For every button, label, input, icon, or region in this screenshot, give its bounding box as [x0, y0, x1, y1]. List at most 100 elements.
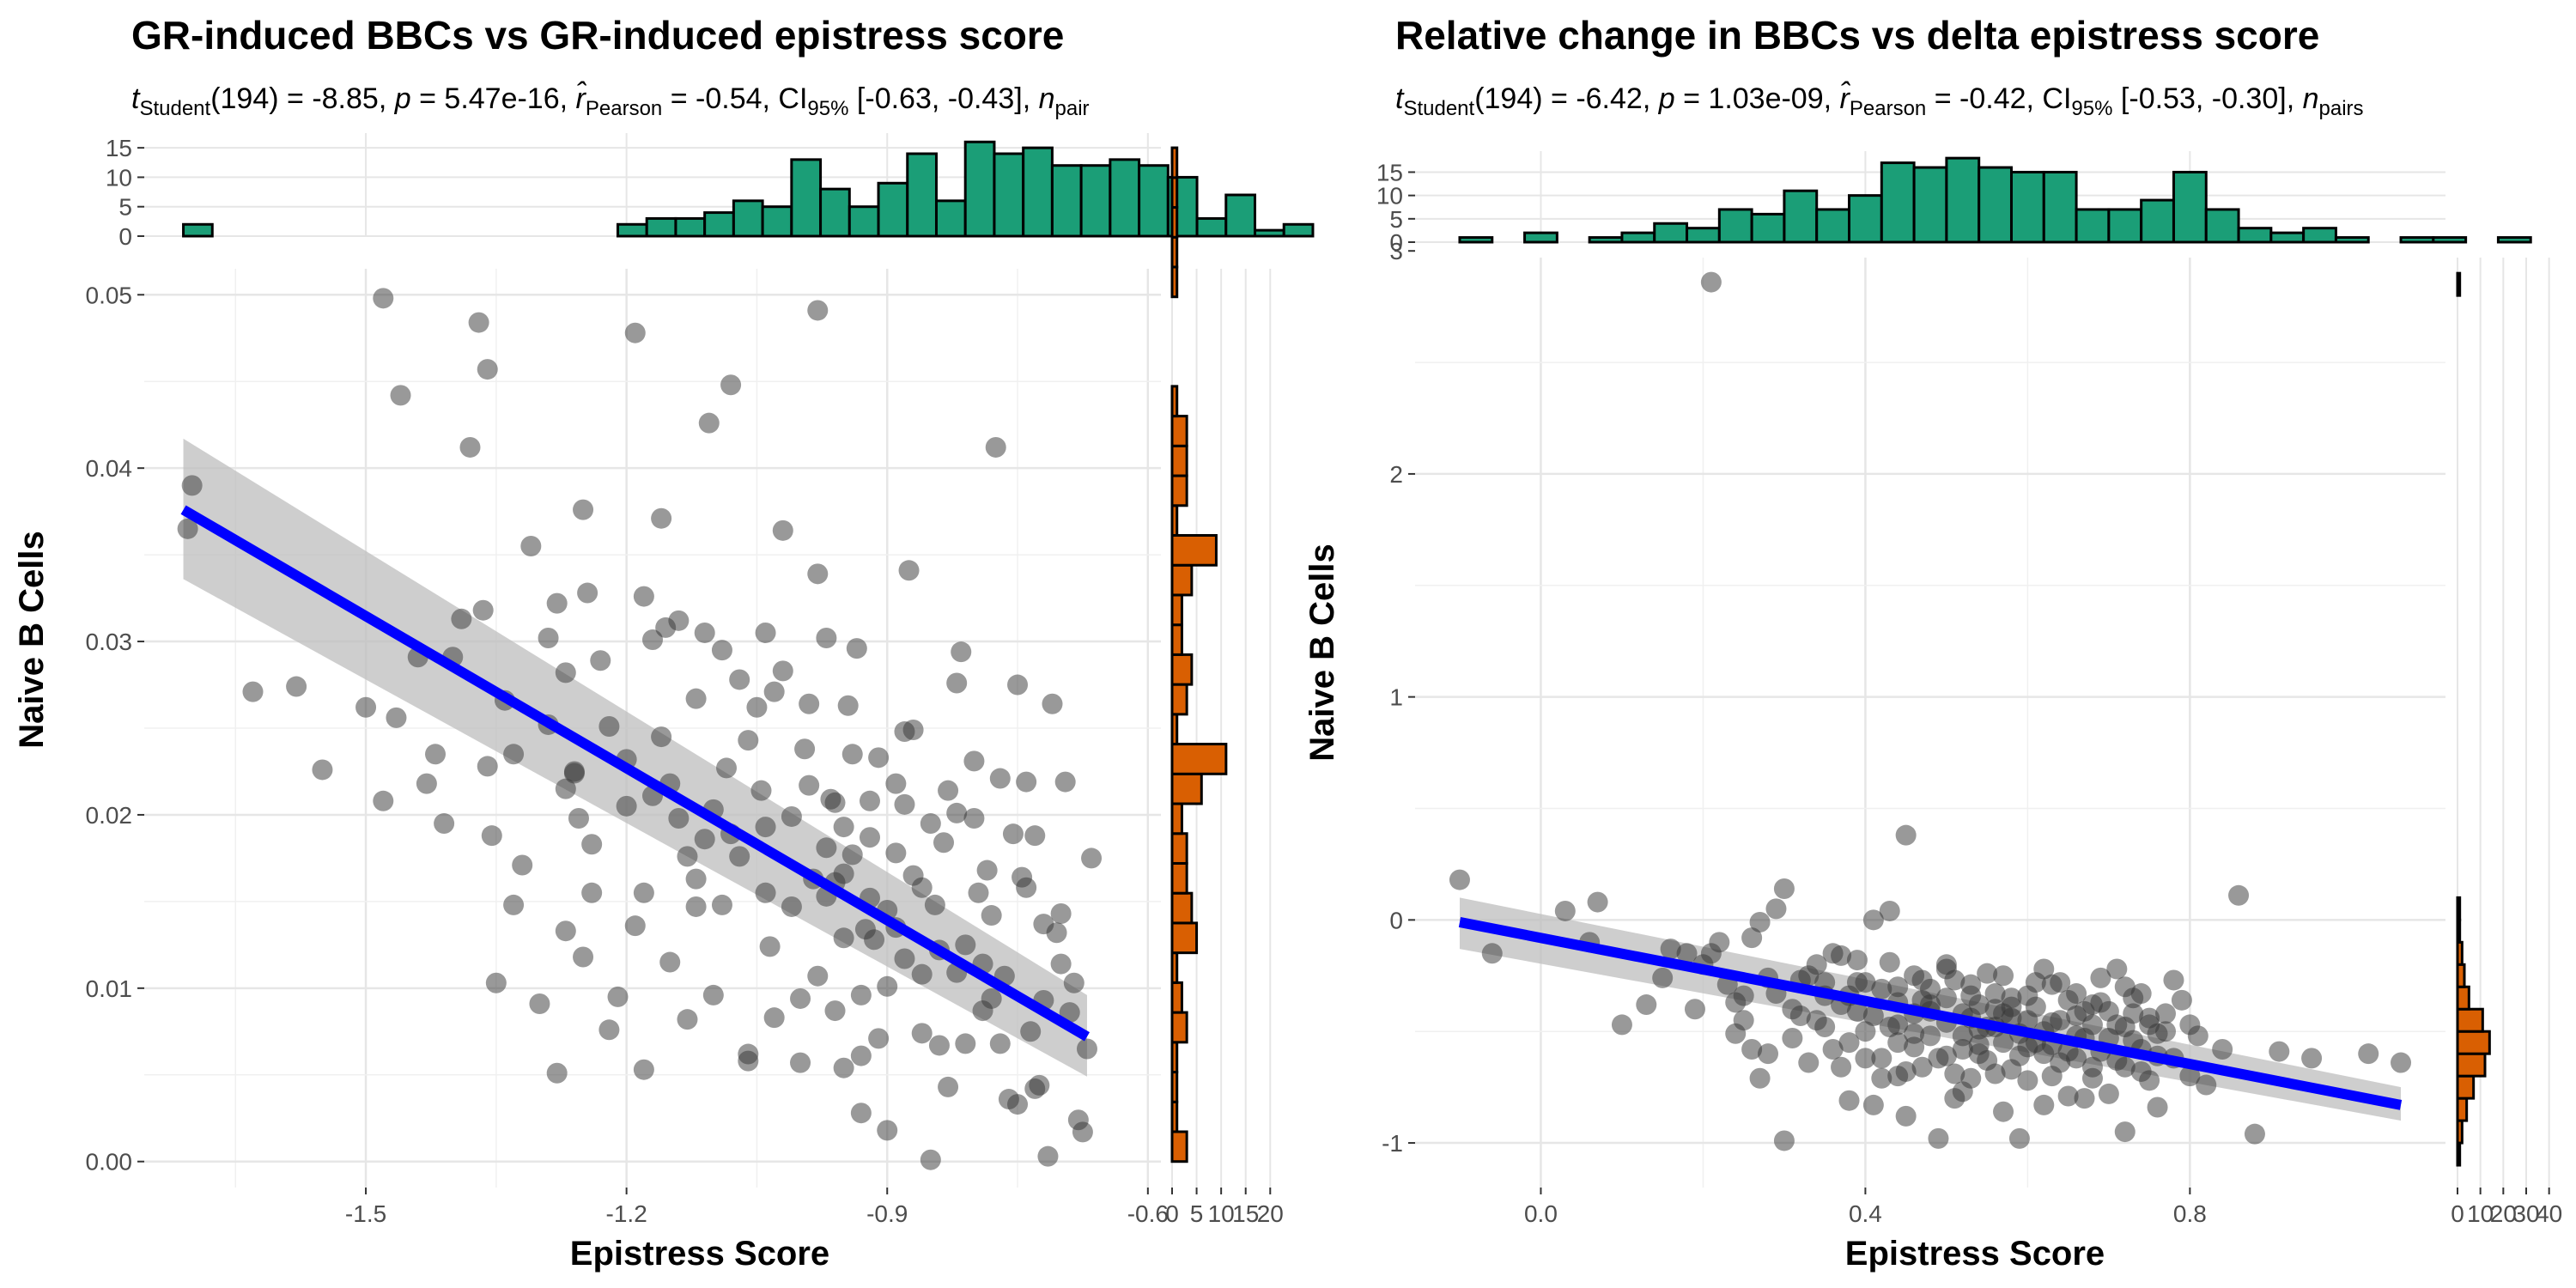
right-sep1: ,	[1643, 82, 1659, 115]
top-hist-bar	[1224, 193, 1257, 238]
data-point	[1016, 771, 1037, 793]
data-point	[2155, 1003, 2177, 1024]
data-point	[2008, 1045, 2030, 1066]
data-point	[2196, 1074, 2217, 1096]
data-point	[981, 987, 1002, 1009]
data-point	[2001, 987, 2022, 1009]
data-point	[911, 877, 933, 898]
data-point	[898, 560, 920, 581]
top-hist-bar	[1254, 228, 1285, 238]
data-point	[1895, 824, 1917, 846]
data-point	[1977, 963, 1998, 984]
data-point	[503, 894, 525, 915]
data-point	[738, 730, 759, 751]
right-y-axis-title: Naive B Cells	[1303, 544, 1341, 761]
top-hist-bar	[1912, 166, 1948, 244]
data-point	[2057, 989, 2079, 1011]
data-point	[911, 963, 933, 985]
data-point	[373, 288, 394, 309]
data-point	[759, 936, 781, 957]
data-point	[1862, 909, 1884, 931]
data-point	[951, 641, 972, 663]
data-point	[481, 825, 502, 847]
data-point	[312, 759, 333, 781]
data-point	[1806, 954, 1827, 975]
left-ci: [-0.63, -0.43]	[857, 82, 1023, 115]
top-hist-bar	[2432, 236, 2468, 244]
top-hist-bar	[1848, 194, 1883, 244]
right-r-value: -0.42	[1959, 82, 2026, 115]
data-point	[1952, 1081, 1973, 1103]
y-tick-label: 0.00	[86, 1149, 133, 1176]
data-point	[373, 790, 394, 811]
top-hist-bar	[2269, 231, 2306, 244]
right-hist-bar	[1170, 623, 1183, 656]
data-point	[750, 780, 772, 801]
data-point	[1984, 999, 2006, 1020]
data-point	[1814, 1017, 1836, 1038]
data-point	[472, 599, 494, 621]
data-point	[2114, 1121, 2136, 1143]
right-hist-tick-label: 0	[2451, 1200, 2464, 1227]
right-ci-label: 95%	[2071, 97, 2112, 120]
data-point	[1725, 992, 1747, 1013]
data-point	[841, 844, 863, 866]
data-point	[885, 773, 907, 794]
data-point	[1846, 1000, 1868, 1022]
data-point	[799, 775, 820, 796]
right-hist-bar	[1170, 832, 1188, 865]
data-point	[677, 846, 698, 867]
data-point	[746, 696, 768, 718]
top-hist-bar	[2399, 236, 2435, 244]
top-hist-bar	[2107, 208, 2143, 244]
data-point	[2098, 1083, 2119, 1104]
data-point	[1871, 1067, 1893, 1089]
data-point	[2147, 1097, 2168, 1118]
left-sep4	[848, 82, 856, 115]
top-hist-bar	[877, 181, 909, 238]
right-hist-tick-label: 20	[2490, 1200, 2517, 1227]
data-point	[877, 975, 898, 997]
data-point	[911, 1023, 933, 1044]
right-hist-bar	[2456, 1074, 2476, 1100]
data-point	[2187, 1025, 2208, 1047]
data-point	[1024, 1078, 1046, 1099]
data-point	[1758, 1043, 1779, 1065]
data-point	[2114, 976, 2136, 998]
left-p-symbol: p	[394, 82, 411, 115]
data-point	[794, 738, 816, 760]
top-hist-bar	[1523, 231, 1558, 244]
data-point	[651, 507, 672, 529]
right-hist-bar	[1170, 743, 1228, 775]
data-point	[1007, 674, 1029, 696]
y-tick-label: 0	[1389, 907, 1403, 933]
right-sep5: ,	[2287, 82, 2303, 115]
right-n-label: pairs	[2319, 97, 2364, 120]
data-point	[833, 927, 854, 949]
data-point	[763, 1007, 785, 1029]
right-hist-bar	[2456, 1097, 2469, 1122]
top-hist-bar	[674, 216, 707, 238]
right-hist-bar	[2456, 985, 2470, 1011]
y-tick-label: 0.02	[86, 802, 133, 829]
top-hist-bar	[1880, 161, 1916, 244]
right-hist-tick-label: 5	[1190, 1200, 1204, 1227]
right-eq3: =	[1926, 82, 1959, 115]
data-point	[1007, 1094, 1029, 1115]
data-point	[981, 905, 1002, 927]
data-point	[1984, 1063, 2006, 1084]
right-t-label: Student	[1403, 97, 1474, 120]
data-point	[1798, 1052, 1820, 1073]
data-point	[685, 896, 707, 917]
left-t-symbol: t	[131, 82, 141, 115]
top-hist-bar	[993, 152, 1025, 238]
data-point	[555, 920, 576, 942]
top-hist-bar	[1945, 156, 1981, 244]
data-point	[1879, 900, 1900, 921]
data-point	[568, 807, 589, 829]
left-t-paren-open: (	[210, 82, 221, 115]
data-point	[790, 1052, 811, 1073]
data-point	[1935, 987, 1957, 1009]
right-hist-tick-label: 10	[1208, 1200, 1235, 1227]
